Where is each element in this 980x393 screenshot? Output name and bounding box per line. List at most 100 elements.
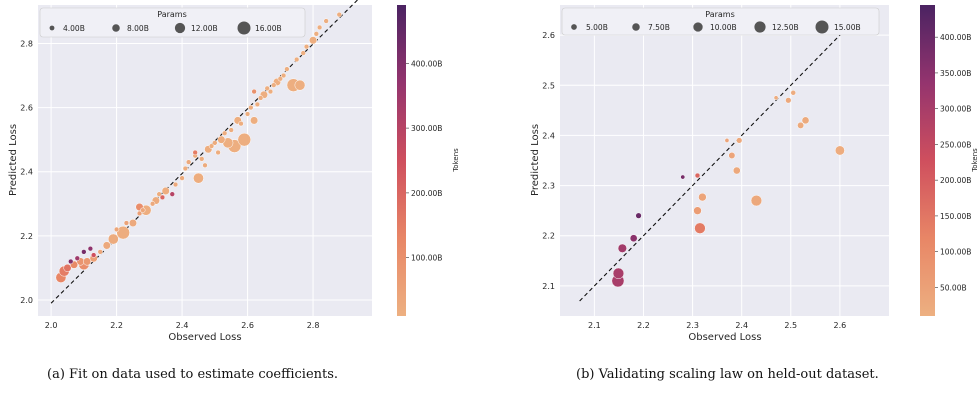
data-point <box>271 82 277 88</box>
size-legend-title-a: Params <box>157 10 187 19</box>
x-tick-label: 2.6 <box>241 321 254 330</box>
colorbar-ticks-a: 100.00B 200.00B 300.00B 400.00B <box>406 59 442 263</box>
data-point <box>728 152 736 159</box>
colorbar-tick-label: 50.00B <box>940 283 967 292</box>
colorbar-a <box>397 5 406 316</box>
data-point <box>264 85 270 92</box>
data-point <box>68 258 74 265</box>
data-point <box>773 95 779 101</box>
colorbar-b <box>920 5 935 316</box>
data-point <box>277 76 283 82</box>
chart-a: 2.0 2.2 2.4 2.6 2.8 2.0 2.2 2.4 2.6 2.8 Observed… <box>8 0 460 343</box>
data-point <box>193 172 204 184</box>
data-point <box>280 72 287 79</box>
data-point <box>63 263 72 272</box>
data-point <box>680 174 686 180</box>
size-legend-label: 5.00B <box>586 23 608 32</box>
data-point <box>612 267 625 280</box>
plot-area-a <box>38 5 372 316</box>
data-point <box>161 186 170 195</box>
data-point <box>785 97 792 104</box>
colorbar-tick-label: 200.00B <box>411 189 442 198</box>
x-tick-label: 2.6 <box>834 321 847 330</box>
data-point <box>693 206 702 215</box>
size-legend-label: 4.00B <box>63 24 85 33</box>
colorbar-tick-label: 250.00B <box>940 140 971 149</box>
data-point <box>212 140 218 146</box>
size-legend-entries-a: 4.00B 8.00B 12.00B 16.00B <box>49 21 282 35</box>
size-legend-marker <box>112 24 120 32</box>
y-tick-label: 2.4 <box>20 168 33 177</box>
data-point <box>113 226 120 233</box>
data-point <box>208 143 215 149</box>
data-point <box>136 210 143 217</box>
colorbar-tick-label: 150.00B <box>940 212 971 221</box>
data-point <box>217 135 226 144</box>
reference-line-b <box>579 9 865 302</box>
y-tick-label: 2.4 <box>542 131 555 140</box>
data-point <box>617 243 627 253</box>
data-point <box>254 101 261 108</box>
size-legend-marker <box>174 22 186 34</box>
data-point <box>694 172 701 179</box>
y-tick-label: 2.3 <box>542 182 555 191</box>
colorbar-tick-label: 300.00B <box>411 124 442 133</box>
data-point <box>313 31 320 37</box>
x-tick-label: 2.3 <box>686 321 699 330</box>
data-point <box>149 201 156 207</box>
size-legend-b <box>561 7 880 36</box>
data-point <box>107 233 119 245</box>
data-point <box>323 18 329 24</box>
data-point <box>159 194 166 201</box>
data-point <box>294 79 306 91</box>
data-point <box>179 175 185 181</box>
colorbar-tick-label: 100.00B <box>411 254 442 263</box>
data-point <box>172 181 179 188</box>
chart-b: 2.1 2.2 2.3 2.4 2.5 2.6 2.1 2.2 2.3 2.4 2.5 2.6 Ob… <box>530 5 979 343</box>
data-point <box>635 212 642 219</box>
data-point <box>83 257 92 266</box>
y-axis-label-b: Predicted Loss <box>530 124 541 196</box>
data-point <box>629 234 638 243</box>
y-ticks-b: 2.1 2.2 2.3 2.4 2.5 2.6 <box>542 31 555 291</box>
colorbar-tick-label: 200.00B <box>940 176 971 185</box>
data-point <box>199 156 205 162</box>
size-legend-marker <box>571 24 577 30</box>
colorbar-tick-label: 400.00B <box>411 59 442 68</box>
data-point <box>790 90 796 96</box>
size-legend-marker <box>754 21 766 33</box>
size-legend-label: 15.00B <box>834 23 861 32</box>
y-tick-label: 2.5 <box>542 81 555 90</box>
caption-a: (a) Fit on data used to estimate coeffic… <box>47 367 339 382</box>
y-tick-label: 2.2 <box>542 232 555 241</box>
size-legend-marker <box>49 25 55 31</box>
data-point <box>251 88 257 95</box>
data-point <box>169 191 175 197</box>
data-point <box>257 95 264 101</box>
data-point <box>123 220 130 226</box>
size-legend-label: 10.00B <box>710 23 737 32</box>
x-tick-label: 2.2 <box>637 321 650 330</box>
y-tick-label: 2.6 <box>542 31 555 40</box>
colorbar-label-b: Tokens <box>971 148 979 173</box>
data-point <box>97 249 103 255</box>
data-point <box>128 218 137 228</box>
data-point <box>228 127 234 133</box>
colorbar-label-a: Tokens <box>452 148 460 173</box>
points-b <box>611 90 845 288</box>
data-point <box>309 36 318 45</box>
data-point <box>750 194 763 207</box>
x-tick-label: 2.4 <box>176 321 189 330</box>
data-point <box>81 249 87 255</box>
size-legend-marker <box>693 22 703 32</box>
data-point <box>202 162 208 168</box>
x-ticks-a: 2.0 2.2 2.4 2.6 2.8 <box>45 321 320 330</box>
data-point <box>336 11 342 18</box>
y-tick-label: 2.1 <box>542 282 555 291</box>
data-point <box>300 50 306 56</box>
caption-b: (b) Validating scaling law on held-out d… <box>576 367 879 382</box>
y-tick-label: 2.0 <box>20 296 33 305</box>
colorbar-tick-label: 100.00B <box>940 248 971 257</box>
x-ticks-b: 2.1 2.2 2.3 2.4 2.5 2.6 <box>588 321 846 330</box>
